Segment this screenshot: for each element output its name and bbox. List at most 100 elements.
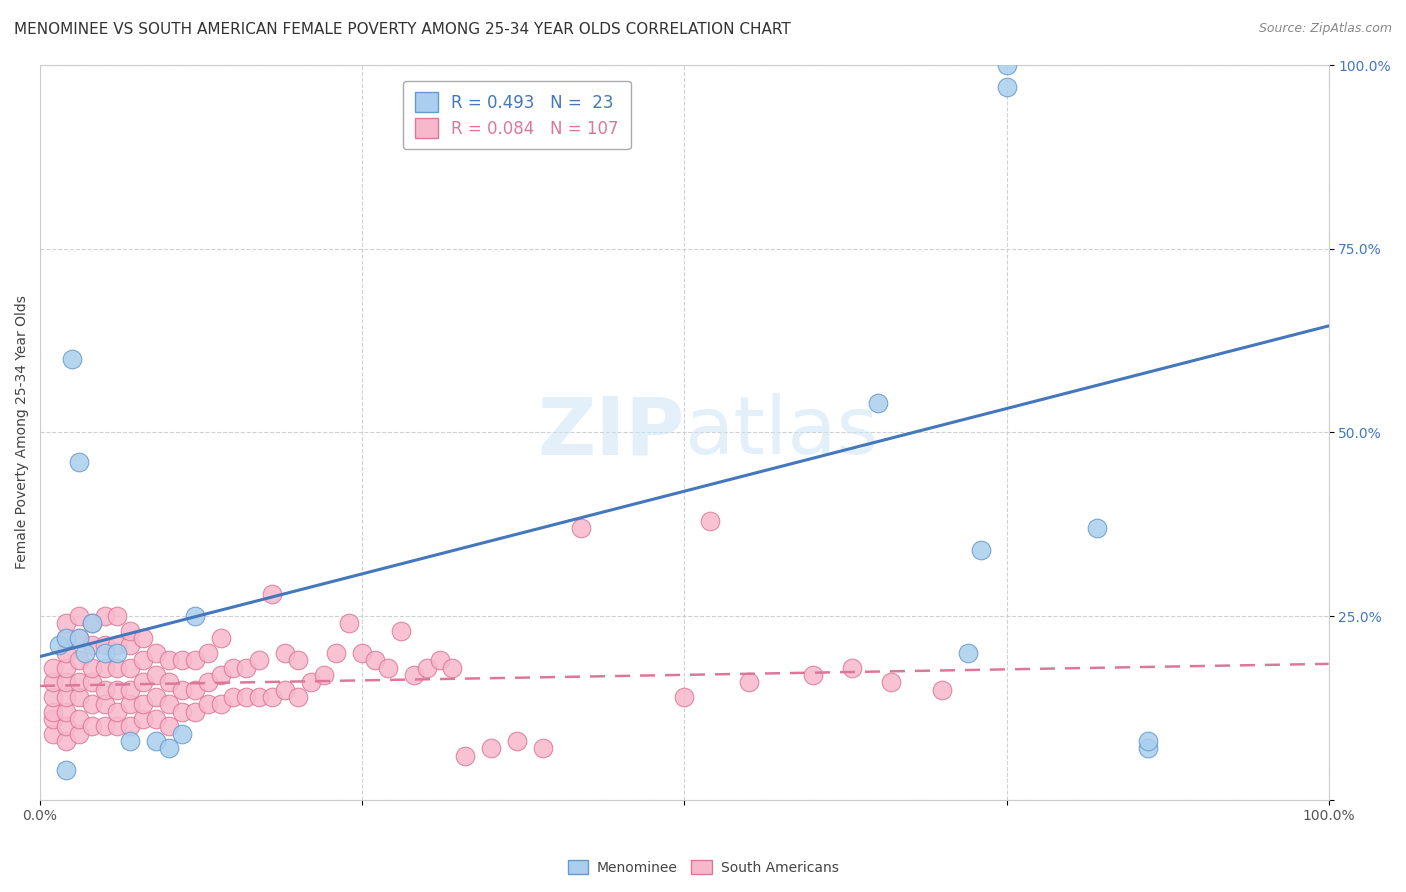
Point [42, 726, 65, 740]
Point [184, 705, 207, 719]
Point [247, 653, 270, 667]
Point [107, 682, 129, 697]
Point [337, 616, 360, 631]
Point [55, 660, 77, 674]
Point [260, 587, 283, 601]
Point [93, 646, 115, 660]
Point [866, 396, 889, 410]
Point [80, 719, 103, 733]
Point [67, 712, 90, 726]
Point [389, 624, 412, 638]
Point [145, 646, 167, 660]
Point [479, 741, 502, 756]
Point [120, 624, 142, 638]
Point [970, 543, 993, 558]
Point [287, 653, 309, 667]
Point [55, 646, 77, 660]
Point [325, 646, 347, 660]
Point [80, 698, 103, 712]
Point [120, 682, 142, 697]
Point [80, 675, 103, 690]
Point [157, 741, 180, 756]
Point [55, 675, 77, 690]
Point [132, 675, 155, 690]
Point [145, 712, 167, 726]
Point [209, 668, 232, 682]
Point [55, 734, 77, 748]
Point [274, 682, 297, 697]
Point [157, 675, 180, 690]
Point [222, 690, 245, 704]
Point [377, 660, 399, 674]
Text: Source: ZipAtlas.com: Source: ZipAtlas.com [1258, 22, 1392, 36]
Point [132, 631, 155, 645]
Point [55, 705, 77, 719]
Point [120, 719, 142, 733]
Point [93, 660, 115, 674]
Point [93, 639, 115, 653]
Point [956, 646, 979, 660]
Point [841, 660, 863, 674]
Point [247, 690, 270, 704]
Point [67, 726, 90, 740]
Point [132, 698, 155, 712]
Point [107, 660, 129, 674]
Point [145, 668, 167, 682]
Point [209, 698, 232, 712]
Point [699, 514, 721, 528]
Point [93, 609, 115, 624]
Point [531, 741, 554, 756]
Text: MENOMINEE VS SOUTH AMERICAN FEMALE POVERTY AMONG 25-34 YEAR OLDS CORRELATION CHA: MENOMINEE VS SOUTH AMERICAN FEMALE POVER… [14, 22, 790, 37]
Point [1137, 734, 1160, 748]
Point [55, 719, 77, 733]
Point [364, 653, 387, 667]
Point [415, 660, 437, 674]
Point [429, 653, 451, 667]
Point [312, 668, 335, 682]
Y-axis label: Female Poverty Among 25-34 Year Olds: Female Poverty Among 25-34 Year Olds [15, 295, 30, 569]
Point [55, 631, 77, 645]
Point [67, 455, 90, 469]
Point [222, 660, 245, 674]
Point [107, 609, 129, 624]
Point [42, 705, 65, 719]
Point [170, 653, 193, 667]
Point [1137, 741, 1160, 756]
Point [132, 653, 155, 667]
Point [157, 719, 180, 733]
Point [1085, 521, 1108, 535]
Point [184, 682, 207, 697]
Point [352, 646, 374, 660]
Point [120, 698, 142, 712]
Point [299, 675, 322, 690]
Point [287, 690, 309, 704]
Point [402, 668, 425, 682]
Point [80, 616, 103, 631]
Point [569, 521, 592, 535]
Point [184, 653, 207, 667]
Point [184, 609, 207, 624]
Text: atlas: atlas [685, 393, 879, 472]
Point [145, 690, 167, 704]
Point [93, 682, 115, 697]
Point [157, 653, 180, 667]
Point [42, 712, 65, 726]
Point [673, 690, 696, 704]
Point [42, 660, 65, 674]
Point [274, 646, 297, 660]
Point [55, 690, 77, 704]
Point [55, 616, 77, 631]
Legend: R = 0.493   N =  23, R = 0.084   N = 107: R = 0.493 N = 23, R = 0.084 N = 107 [404, 81, 631, 149]
Point [132, 712, 155, 726]
Point [67, 609, 90, 624]
Legend: Menominee, South Americans: Menominee, South Americans [562, 855, 844, 880]
Point [209, 631, 232, 645]
Point [67, 675, 90, 690]
Point [157, 698, 180, 712]
Point [879, 675, 901, 690]
Point [107, 705, 129, 719]
Point [93, 719, 115, 733]
Point [67, 631, 90, 645]
Point [170, 705, 193, 719]
Point [995, 80, 1018, 95]
